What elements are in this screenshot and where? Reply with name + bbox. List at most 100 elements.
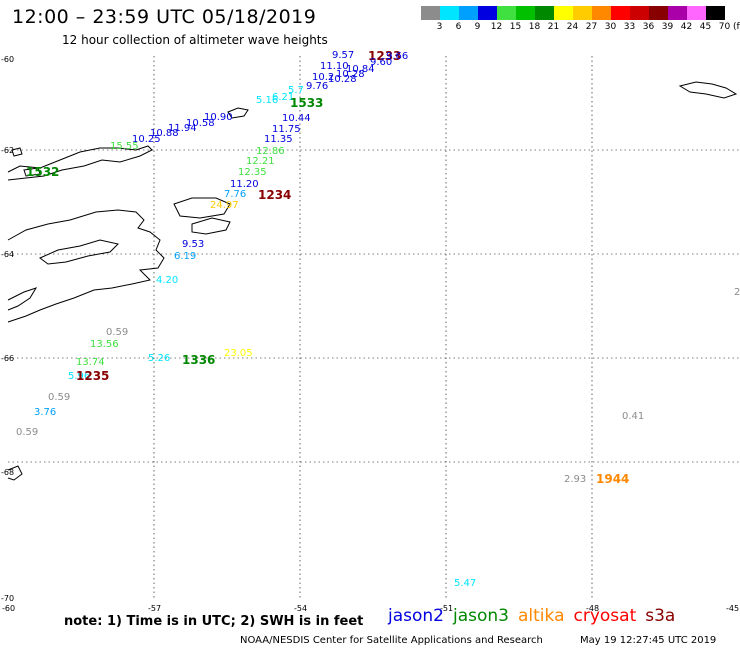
observation-time-label: 1234	[258, 188, 292, 202]
wave-height-label: 6.19	[174, 251, 197, 262]
wave-height-label: 4.20	[156, 275, 179, 286]
coastline	[7, 81, 738, 481]
wave-height-label: 11.35	[264, 134, 293, 145]
legend-label: 42	[680, 22, 693, 32]
wave-height-label: 10.28	[336, 69, 365, 80]
satellite-s3a-label: s3a	[645, 606, 676, 626]
wave-height-label: 11.10	[320, 61, 349, 72]
satellite-jason3-label: jason3	[453, 606, 509, 626]
wave-height-label: 9.60	[370, 57, 393, 68]
legend-swatch	[459, 6, 478, 20]
legend-swatch	[478, 6, 497, 20]
legend-swatch	[649, 6, 668, 20]
wave-height-label: 9.76	[306, 81, 329, 92]
lat-tick-label: -64	[1, 250, 15, 259]
wave-height-label: 3.76	[34, 407, 57, 418]
wave-height-label: 11.20	[230, 179, 259, 190]
wave-height-label: 0.41	[622, 411, 645, 422]
legend-label: 9	[474, 22, 481, 32]
wave-height-label: 0.59	[48, 392, 71, 403]
satellite-jason2-label: jason2	[388, 606, 444, 626]
satellite-key: jason2 jason3 altika cryosat s3a	[388, 606, 684, 626]
observation-time-label: 1532	[26, 165, 60, 179]
graticule-lines	[8, 56, 740, 600]
map-title: 12:00 – 23:59 UTC 05/18/2019	[12, 6, 317, 28]
wave-height-label: 12.35	[238, 167, 267, 178]
map-subtitle: 12 hour collection of altimeter wave hei…	[62, 33, 328, 47]
observation-time-label: 1233	[368, 49, 402, 63]
legend-swatch	[668, 6, 687, 20]
wave-height-label: 10.84	[346, 64, 375, 75]
lat-tick-label: -66	[1, 354, 15, 363]
wave-height-label: 7.76	[224, 189, 247, 200]
lon-tick-label: -60	[2, 604, 16, 613]
wave-height-label: 11.75	[272, 124, 301, 135]
lon-tick-label: -51	[440, 604, 454, 613]
wave-height-label: 12.21	[246, 156, 275, 167]
wave-height-label: 9.57	[332, 50, 355, 61]
wave-height-label: 2.93	[564, 474, 587, 485]
wave-height-label: 23.05	[224, 348, 253, 359]
wave-height-label: 0.59	[106, 327, 129, 338]
legend-label: 36	[642, 22, 655, 32]
wave-height-label: 10.28	[328, 74, 357, 85]
lat-tick-label: -68	[1, 468, 15, 477]
wave-height-label: 0.59	[16, 427, 39, 438]
observation-time-label: 1944	[596, 472, 630, 486]
lat-tick-label: -70	[1, 594, 15, 603]
wave-height-label: 5.47	[454, 578, 477, 589]
credit-line: NOAA/NESDIS Center for Satellite Applica…	[240, 635, 543, 646]
legend-swatch	[516, 6, 535, 20]
generated-timestamp: May 19 12:27:45 UTC 2019	[580, 635, 717, 646]
wave-height-label: 24.97	[210, 200, 239, 211]
observation-time-label: 1235	[76, 369, 110, 383]
legend-swatch	[421, 6, 440, 20]
wave-height-label: 11.94	[168, 123, 197, 134]
legend-swatch	[554, 6, 573, 20]
wave-height-label: 5.26	[148, 353, 171, 364]
lon-tick-label: -48	[586, 604, 600, 613]
wave-height-label: 9.53	[182, 239, 205, 250]
wave-height-label: 13.56	[90, 339, 119, 350]
wave-height-label: 5.96	[68, 371, 91, 382]
legend-label: 15	[509, 22, 522, 32]
legend-swatch	[687, 6, 706, 20]
lon-tick-label: -45	[726, 604, 740, 613]
satellite-altika-label: altika	[518, 606, 565, 626]
legend-swatch	[592, 6, 611, 20]
legend-swatch	[440, 6, 459, 20]
lon-tick-label: -57	[148, 604, 162, 613]
legend-swatch	[497, 6, 516, 20]
legend-swatch	[535, 6, 554, 20]
lon-tick-label: -54	[294, 604, 308, 613]
wave-height-label: 10.2	[312, 72, 335, 83]
legend-label: 45	[699, 22, 712, 32]
legend-label: 39	[661, 22, 674, 32]
legend-label: 70	[718, 22, 731, 32]
observation-time-label: 1336	[182, 353, 216, 367]
legend-label: 24	[566, 22, 579, 32]
wave-height-label: 2	[734, 287, 740, 298]
lat-tick-label: -60	[1, 55, 15, 64]
wave-height-label: 9.66	[386, 51, 409, 62]
wave-height-label: 10.25	[132, 134, 161, 145]
wave-height-label: 5.16	[256, 95, 279, 106]
legend-swatch	[573, 6, 592, 20]
wave-height-label: 12.86	[256, 146, 285, 157]
legend-label: 30	[604, 22, 617, 32]
legend-unit: (ft)	[733, 22, 740, 32]
wave-height-label: 6.21	[272, 92, 295, 103]
legend-label: 12	[490, 22, 503, 32]
legend-label: 18	[528, 22, 541, 32]
observation-time-label: 1533	[290, 96, 324, 110]
wave-height-label: 10.90	[204, 112, 233, 123]
wave-height-label: 10.58	[186, 118, 215, 129]
legend-label: 27	[585, 22, 598, 32]
wave-height-label: 10.88	[150, 128, 179, 139]
legend-label: 6	[455, 22, 462, 32]
wave-height-label: 5.7	[288, 85, 304, 96]
legend-label: 3	[436, 22, 443, 32]
footer-note: note: 1) Time is in UTC; 2) SWH is in fe…	[64, 614, 364, 629]
wave-height-label: 13.74	[76, 357, 105, 368]
